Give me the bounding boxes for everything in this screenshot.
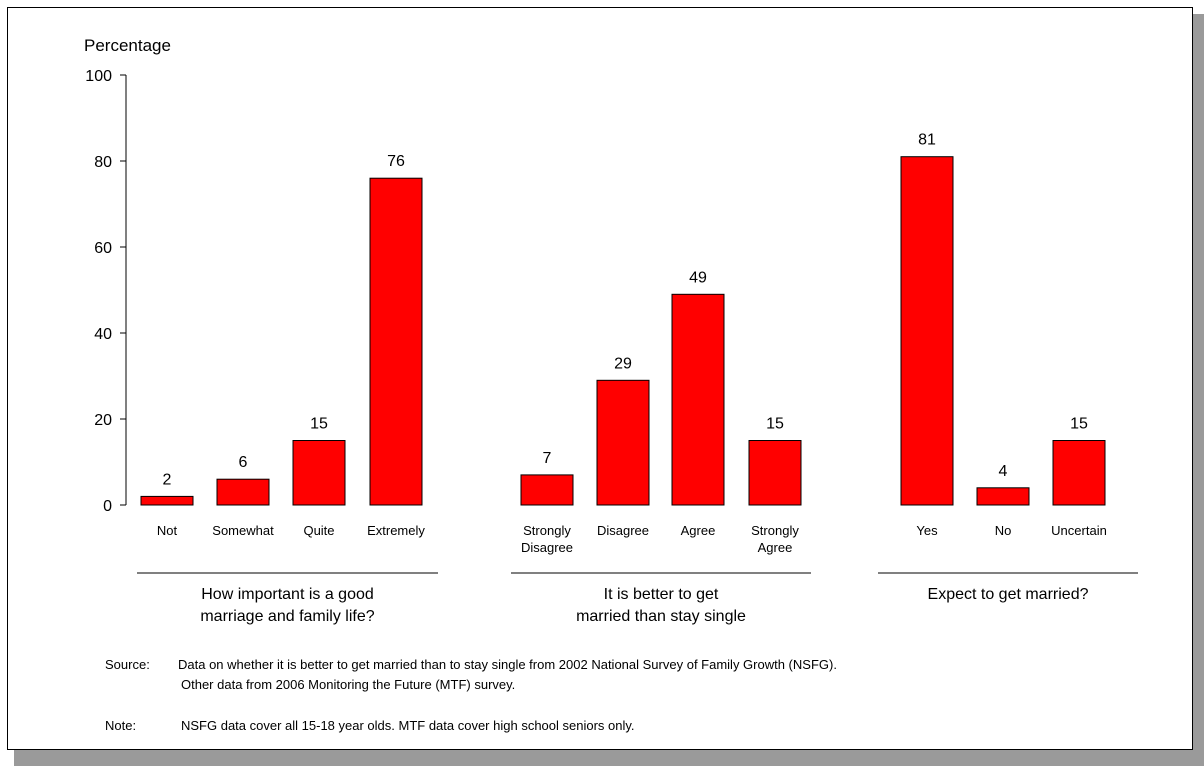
category-label: Agree — [681, 523, 716, 538]
note-label: Note: — [105, 718, 137, 733]
bar — [671, 293, 725, 506]
data-label: 4 — [999, 463, 1008, 480]
data-label: 2 — [163, 471, 172, 488]
category-label: Somewhat — [212, 523, 274, 538]
bar — [748, 440, 802, 506]
y-axis-title: Percentage — [84, 36, 171, 55]
source-line-1: Data on whether it is better to get marr… — [178, 657, 837, 672]
group-label: married than stay single — [576, 608, 746, 625]
data-label: 6 — [239, 454, 248, 471]
source-label: Source: — [105, 657, 150, 672]
bar — [292, 440, 346, 506]
category-labels: Not Somewhat Quite Extremely Strongly Disagre… — [157, 523, 1107, 555]
bar — [1052, 440, 1106, 506]
bar — [216, 478, 270, 506]
y-tick-label: 40 — [94, 326, 112, 343]
data-label: 29 — [614, 355, 632, 372]
bar — [369, 177, 423, 506]
y-tick-label: 0 — [103, 498, 112, 515]
source-line-2: Other data from 2006 Monitoring the Futu… — [181, 677, 516, 692]
data-label: 7 — [543, 450, 552, 467]
category-label: Strongly — [751, 523, 799, 538]
data-label: 15 — [766, 416, 784, 433]
data-label: 15 — [1070, 416, 1088, 433]
data-label: 76 — [387, 153, 405, 170]
y-tick-label: 100 — [85, 68, 112, 85]
y-tick-label: 60 — [94, 240, 112, 257]
group-label: marriage and family life? — [200, 608, 374, 625]
y-tick-label: 20 — [94, 412, 112, 429]
bar — [596, 379, 650, 506]
group-label: It is better to get — [604, 586, 719, 603]
y-axis: 0 20 40 60 80 100 — [85, 68, 127, 515]
group-label: How important is a good — [201, 586, 374, 603]
category-label: Uncertain — [1051, 523, 1107, 538]
category-label: Extremely — [367, 523, 425, 538]
y-tick-label: 80 — [94, 154, 112, 171]
data-label: 15 — [310, 416, 328, 433]
bar — [140, 495, 194, 506]
category-label: Disagree — [597, 523, 649, 538]
bar — [520, 474, 574, 506]
category-label: Yes — [916, 523, 938, 538]
group-label: Expect to get married? — [928, 586, 1089, 603]
group-labels: How important is a good marriage and fami… — [137, 572, 1138, 625]
category-label: Disagree — [521, 540, 573, 555]
bar — [976, 487, 1030, 506]
bar — [900, 156, 954, 506]
data-label: 49 — [689, 269, 707, 286]
note-text: NSFG data cover all 15-18 year olds. MTF… — [181, 718, 635, 733]
category-label: Strongly — [523, 523, 571, 538]
bars: 2 6 15 76 7 29 49 15 81 4 15 — [140, 132, 1106, 506]
chart-frame — [7, 7, 1193, 750]
category-label: No — [995, 523, 1012, 538]
category-label: Agree — [758, 540, 793, 555]
data-label: 81 — [918, 132, 936, 149]
category-label: Not — [157, 523, 178, 538]
category-label: Quite — [303, 523, 334, 538]
